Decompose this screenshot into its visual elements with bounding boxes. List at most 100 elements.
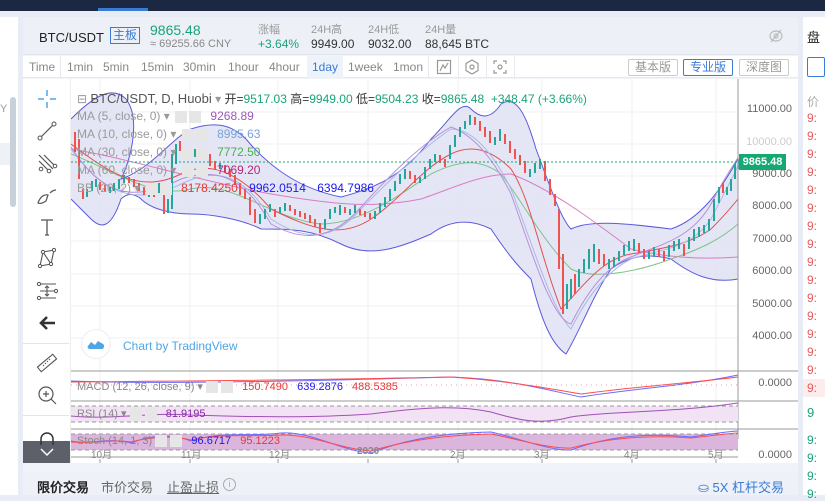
- indicator-name: MACD (12, 26, close, 9): [77, 381, 195, 393]
- zoom-in-icon[interactable]: [35, 383, 59, 407]
- macd-value: 639.2876: [297, 381, 343, 393]
- tab-limit-order[interactable]: 限价交易: [37, 480, 90, 495]
- pitchfork-icon[interactable]: [35, 151, 59, 175]
- close-icon[interactable]: [189, 110, 202, 123]
- tab-stop-order[interactable]: 止盈止损: [167, 480, 220, 495]
- settings-hex-icon[interactable]: [464, 59, 480, 75]
- ask-row[interactable]: 9:: [807, 111, 818, 125]
- ask-row[interactable]: 9:: [807, 363, 818, 377]
- fullscreen-icon[interactable]: [492, 59, 508, 75]
- indicator-stoch[interactable]: Stoch (14, 1, 3) 96.6717 95.1223: [77, 435, 280, 448]
- ask-row[interactable]: 9:: [807, 219, 818, 233]
- mode-depth-button[interactable]: 深度图: [739, 59, 790, 76]
- chart-canvas[interactable]: [71, 79, 798, 463]
- gear-icon[interactable]: [181, 128, 194, 141]
- gear-icon[interactable]: [155, 435, 168, 448]
- trading-main: BTC/USDT 主板 9865.48 ≈ 69255.66 CNY 涨幅 +3…: [23, 17, 798, 495]
- indicator-ma60[interactable]: MA (60, close, 0) ▾ 7069.20: [77, 163, 261, 177]
- close-icon[interactable]: [195, 146, 208, 159]
- tab-market-order[interactable]: 市价交易: [101, 480, 154, 495]
- pair-name[interactable]: BTC/USDT: [39, 30, 104, 45]
- gear-icon[interactable]: [181, 164, 194, 177]
- interval-1week[interactable]: 1week: [348, 60, 383, 74]
- interval-5min[interactable]: 5min: [103, 60, 130, 74]
- pattern-icon[interactable]: [35, 247, 59, 271]
- indicator-name: MA (30, close, 0): [77, 145, 168, 159]
- leverage-trading-link[interactable]: ⛀ 5X 杠杆交易: [698, 477, 784, 496]
- indicator-ma10[interactable]: MA (10, close, 0) ▾ 8995.63: [77, 127, 261, 141]
- board-badge: 主板: [110, 27, 141, 44]
- bid-row[interactable]: 9:: [807, 451, 818, 465]
- interval-4hour[interactable]: 4hour: [269, 60, 300, 74]
- change-value: +348.47 (+3.66%): [490, 92, 587, 106]
- trend-line-icon[interactable]: [35, 119, 59, 143]
- indicator-name: BB (20, 2): [77, 181, 132, 195]
- stoch-d-value: 95.1223: [240, 435, 280, 447]
- ask-row[interactable]: 9:: [807, 381, 818, 395]
- magnet-icon[interactable]: [35, 431, 59, 461]
- ask-row[interactable]: 9:: [807, 345, 818, 359]
- info-icon[interactable]: i: [223, 478, 236, 491]
- close-icon[interactable]: [195, 128, 208, 141]
- interval-15min[interactable]: 15min: [141, 60, 174, 74]
- chart-symbol-title[interactable]: BTC/USDT, D, Huobi: [90, 91, 212, 106]
- indicator-ma5[interactable]: MA (5, close, 0) ▾ 9268.89: [77, 109, 254, 123]
- gear-icon[interactable]: [206, 381, 219, 394]
- ask-row[interactable]: 9:: [807, 255, 818, 269]
- collapse-icon[interactable]: ⊟: [77, 92, 88, 106]
- gear-icon[interactable]: [181, 146, 194, 159]
- close-icon[interactable]: [221, 381, 234, 394]
- indicator-value: 9268.89: [210, 109, 254, 123]
- bid-row[interactable]: 9:: [807, 487, 818, 501]
- indicator-macd[interactable]: MACD (12, 26, close, 9) ▾ 150.7490 639.2…: [77, 381, 398, 394]
- interval-30min[interactable]: 30min: [183, 60, 216, 74]
- indicator-rsi[interactable]: RSI (14) ▾ 81.9195: [77, 408, 206, 421]
- gear-icon[interactable]: [129, 408, 142, 421]
- ask-row[interactable]: 9:: [807, 165, 818, 179]
- ruler-icon[interactable]: [35, 351, 59, 375]
- text-icon[interactable]: [35, 215, 59, 239]
- ask-row[interactable]: 9:: [807, 147, 818, 161]
- close-icon[interactable]: [159, 182, 172, 195]
- measure-range-icon[interactable]: [35, 279, 59, 303]
- ask-row[interactable]: 9:: [807, 327, 818, 341]
- interval-1day[interactable]: 1day: [312, 60, 339, 74]
- price-header: 价: [807, 95, 820, 109]
- orderbook-view-toggle[interactable]: [807, 57, 825, 77]
- close-icon[interactable]: [195, 164, 208, 177]
- indicator-ma30[interactable]: MA (30, close, 0) ▾ 7772.50: [77, 145, 261, 159]
- price-chart[interactable]: ⊟ BTC/USDT, D, Huobi ▾ 开=9517.03 高=9949.…: [71, 79, 798, 463]
- ask-row[interactable]: 9:: [807, 129, 818, 143]
- close-icon[interactable]: [144, 408, 157, 421]
- bid-row[interactable]: 9:: [807, 469, 818, 483]
- ask-row[interactable]: 9:: [807, 183, 818, 197]
- mode-basic-button[interactable]: 基本版: [628, 59, 679, 76]
- left-panel-scrollbar[interactable]: [10, 97, 16, 207]
- eye-off-icon[interactable]: [768, 28, 784, 44]
- ask-row[interactable]: 9:: [807, 201, 818, 215]
- interval-1min[interactable]: 1min: [67, 60, 94, 74]
- indicator-name: Stoch (14, 1, 3): [77, 435, 153, 447]
- brush-icon[interactable]: [35, 183, 59, 207]
- indicator-icon[interactable]: [436, 59, 452, 75]
- stoch-k-value: 96.6717: [191, 435, 232, 447]
- gear-icon[interactable]: [175, 110, 188, 123]
- close-icon[interactable]: [170, 435, 183, 448]
- gear-icon[interactable]: [145, 182, 158, 195]
- ask-row[interactable]: 9:: [807, 309, 818, 323]
- mode-pro-button[interactable]: 专业版: [683, 59, 734, 76]
- crosshair-icon[interactable]: [35, 87, 59, 111]
- ask-row[interactable]: 9:: [807, 273, 818, 287]
- indicator-bb[interactable]: BB (20, 2) ▾ 8178.4250 9962.0514 6394.79…: [77, 181, 374, 195]
- interval-time[interactable]: Time: [29, 60, 56, 74]
- ask-row[interactable]: 9:: [807, 291, 818, 305]
- tradingview-logo-icon[interactable]: [81, 329, 111, 359]
- interval-1mon[interactable]: 1mon: [393, 60, 424, 74]
- tradingview-watermark[interactable]: Chart by TradingView: [123, 339, 238, 353]
- interval-1hour[interactable]: 1hour: [228, 60, 259, 74]
- candles: [74, 115, 740, 314]
- ask-row[interactable]: 9:: [807, 237, 818, 251]
- close-label: 收=: [421, 92, 441, 106]
- back-arrow-icon[interactable]: [35, 311, 59, 335]
- bid-row[interactable]: 9:: [807, 433, 818, 447]
